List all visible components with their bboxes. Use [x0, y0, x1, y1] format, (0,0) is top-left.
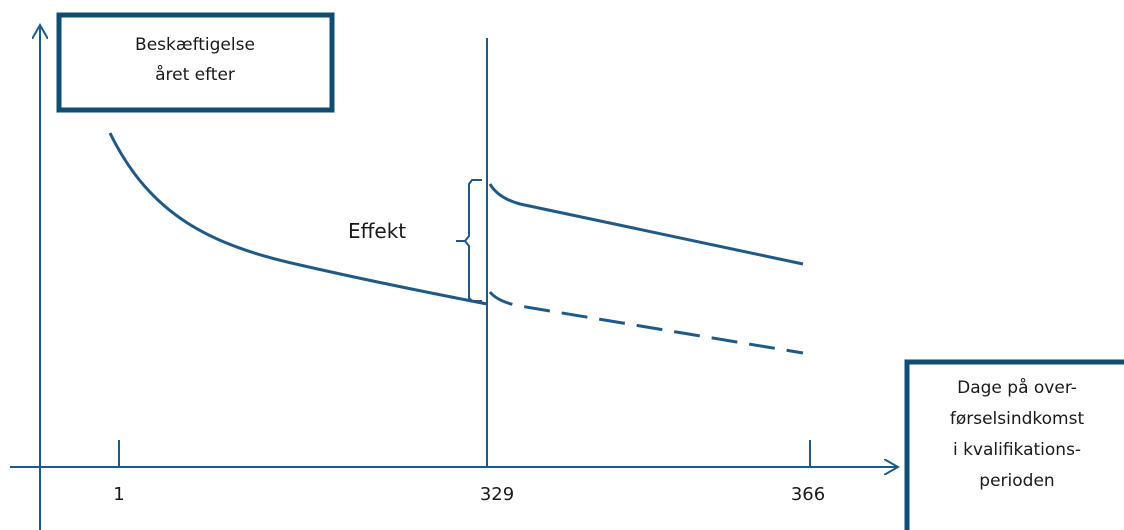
- x-tick-label-1: 1: [113, 484, 124, 505]
- x-tick-label-329: 329: [480, 484, 514, 505]
- curve-before-threshold: [108, 132, 488, 306]
- y-axis-label-box: [56, 12, 335, 113]
- x-axis-label-line-1: Dage på over-: [957, 377, 1077, 398]
- curve-after-threshold-effect: [488, 183, 804, 266]
- x-axis-label-line-4: perioden: [979, 471, 1054, 491]
- x-axis-label-line-3: i kvalifikations-: [953, 440, 1081, 460]
- effect-brace: [456, 179, 482, 302]
- y-axis-label-line-1: Beskæftigelse: [135, 35, 255, 55]
- y-axis-label-line-2: året efter: [155, 64, 235, 85]
- curve-counterfactual-dashed: [488, 291, 804, 355]
- x-axis-label-box: [904, 359, 1124, 530]
- effect-label: Effekt: [348, 219, 406, 243]
- x-axis-label-line-2: førselsindkomst: [950, 409, 1085, 429]
- x-tick-label-366: 366: [791, 484, 825, 505]
